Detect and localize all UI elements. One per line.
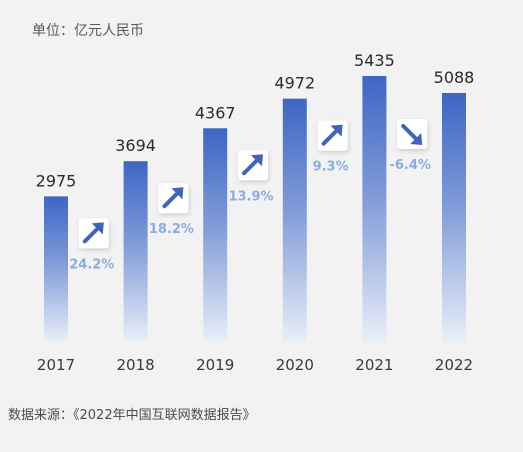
growth-label-2: 18.2% [149, 222, 194, 237]
value-labels-group: 2975 3694 4367 4972 5435 5088 [36, 51, 475, 190]
category-label-2020: 2020 [276, 356, 314, 374]
arrow-up-icon [242, 154, 263, 176]
unit-label: 单位：亿元人民币 [32, 23, 144, 39]
value-label-2017: 2975 [36, 171, 77, 190]
value-label-2021: 5435 [354, 51, 395, 70]
growth-label-3: 13.9% [228, 189, 273, 204]
category-label-2018: 2018 [117, 356, 155, 374]
category-label-2021: 2021 [355, 356, 393, 374]
growth-label-5: -6.4% [389, 158, 430, 173]
value-label-2022: 5088 [434, 68, 475, 87]
value-label-2018: 3694 [115, 136, 156, 155]
growth-indicator-3: 13.9% [228, 150, 274, 204]
category-label-2022: 2022 [435, 356, 473, 374]
bar-2020 [282, 98, 307, 343]
bar-2018 [123, 161, 148, 342]
bar-2017 [44, 196, 68, 342]
growth-indicator-1: 24.2% [69, 218, 114, 272]
category-label-2017: 2017 [37, 356, 75, 374]
growth-label-1: 24.2% [69, 257, 114, 272]
growth-indicator-4: 9.3% [313, 120, 349, 175]
growth-indicator-2: 18.2% [149, 183, 194, 237]
arrow-up-icon [162, 187, 184, 209]
category-label-2019: 2019 [196, 356, 234, 374]
bars-group [44, 76, 466, 343]
category-labels-group: 2017 2018 2019 2020 2021 2022 [37, 356, 473, 374]
bar-2021 [362, 76, 387, 342]
source-label: 数据来源：《2022年中国互联网数据报告》 [8, 408, 256, 423]
arrow-down-icon [401, 123, 423, 145]
value-label-2020: 4972 [274, 74, 315, 93]
bar-2022 [442, 92, 466, 343]
arrow-up-icon [82, 222, 104, 244]
arrow-up-icon [321, 124, 343, 146]
value-label-2019: 4367 [195, 103, 236, 122]
growth-indicator-5: -6.4% [389, 118, 431, 173]
growth-label-4: 9.3% [313, 160, 349, 175]
growth-indicators-group: 24.2% 18.2% 13.9% 9.3% -6.4% [69, 118, 431, 272]
bar-2019 [203, 128, 228, 342]
